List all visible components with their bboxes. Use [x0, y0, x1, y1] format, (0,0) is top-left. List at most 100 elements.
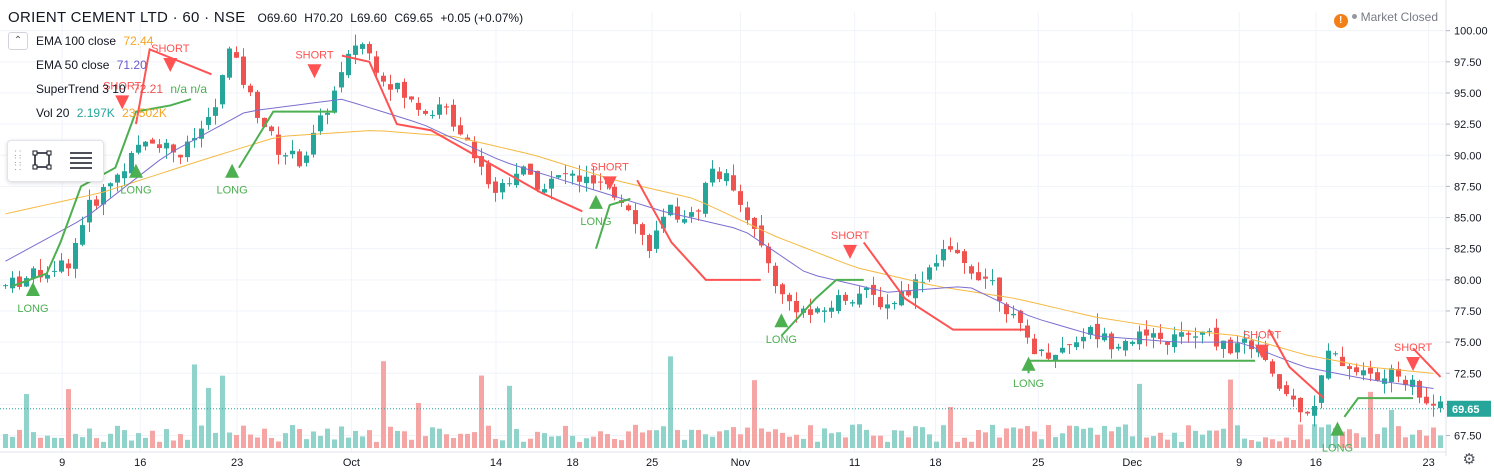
volume-bar: [1270, 439, 1275, 448]
volume-bar: [199, 425, 204, 448]
volume-bar: [416, 403, 421, 448]
candle-body: [1431, 403, 1436, 406]
chevron-up-icon[interactable]: ⌃: [8, 32, 28, 50]
candle-body: [1081, 336, 1086, 342]
candle-body: [1123, 340, 1128, 351]
volume-bar: [759, 428, 764, 448]
volume-bar: [675, 430, 680, 448]
object-tree-icon[interactable]: [68, 150, 94, 172]
candle-body: [535, 170, 540, 190]
volume-bar: [899, 430, 904, 448]
short-signal-label: SHORT: [103, 80, 142, 92]
volume-bar: [1396, 426, 1401, 448]
candle-body: [24, 278, 29, 287]
volume-bar: [171, 440, 176, 448]
volume-bar: [1221, 428, 1226, 448]
long-signal-arrow: [588, 194, 603, 209]
volume-bar: [528, 438, 533, 448]
candle-body: [1417, 380, 1422, 398]
volume-bar: [997, 437, 1002, 448]
candle-body: [787, 294, 792, 302]
candle-body: [248, 85, 253, 93]
candle-body: [682, 219, 687, 223]
candle-body: [80, 225, 85, 245]
price-axis[interactable]: 67.5070.0072.5075.0077.5080.0082.5085.00…: [1445, 0, 1494, 474]
indicator-ema100[interactable]: EMA 100 close 72.44: [36, 34, 153, 48]
volume-bar: [1088, 427, 1093, 448]
volume-bar: [766, 431, 771, 448]
indicator-ema50[interactable]: EMA 50 close 71.20: [36, 58, 147, 72]
candle-body: [255, 91, 260, 118]
candle-body: [1060, 347, 1065, 353]
volume-bar: [1200, 434, 1205, 448]
volume-bar: [479, 375, 484, 448]
status-dot: [1351, 14, 1357, 19]
volume-bar: [465, 433, 470, 448]
time-tick-label: 9: [59, 457, 65, 469]
ohlc-values: O69.60 H70.20 L69.60 C69.65 +0.05 (+0.07…: [258, 11, 528, 25]
candle-body: [1228, 339, 1233, 354]
time-tick-label: 25: [1032, 457, 1044, 469]
candle-body: [458, 125, 463, 135]
volume-bar: [934, 441, 939, 448]
candle-body: [241, 56, 246, 85]
candle-body: [1032, 338, 1037, 355]
price-tick-label: 92.50: [1454, 119, 1482, 131]
candle-body: [143, 141, 148, 147]
gear-icon[interactable]: ⚙: [1462, 451, 1476, 468]
rectangle-tool-icon[interactable]: [32, 150, 52, 170]
volume-bar: [276, 441, 281, 448]
symbol-title[interactable]: ORIENT CEMENT LTD · 60 · NSE: [8, 9, 246, 26]
volume-bar: [1389, 409, 1394, 448]
candle-body: [1389, 368, 1394, 382]
price-tick-label: 100.00: [1454, 26, 1488, 38]
volume-bar: [878, 435, 883, 448]
candle-body: [1074, 342, 1079, 348]
candle-body: [822, 310, 827, 312]
candle-body: [598, 181, 603, 183]
volume-bar: [1368, 391, 1373, 448]
volume-bar: [458, 433, 463, 448]
volume-bar: [507, 385, 512, 448]
candle-body: [899, 291, 904, 306]
candle-body: [563, 173, 568, 175]
volume-bar: [262, 428, 267, 448]
candle-body: [164, 142, 169, 149]
volume-bar: [1438, 435, 1443, 448]
indicator-supertrend[interactable]: SuperTrend 3 10 72.21 n/a n/a: [36, 82, 207, 96]
grip-icon[interactable]: ::::::: [14, 148, 24, 173]
market-status[interactable]: ! Market Closed: [1333, 10, 1438, 28]
volume-bar: [1158, 432, 1163, 448]
volume-bar: [1326, 424, 1331, 448]
long-signal-label: LONG: [580, 216, 611, 228]
candle-body: [332, 90, 337, 113]
price-tick-label: 75.00: [1454, 337, 1482, 349]
supertrend-up-line: [238, 110, 336, 169]
price-tick-label: 77.50: [1454, 306, 1482, 318]
volume-bar: [122, 430, 127, 448]
volume-bar: [1291, 439, 1296, 448]
volume-bar: [80, 437, 85, 448]
time-tick-label: Oct: [343, 457, 360, 469]
indicator-volume[interactable]: Vol 20 2.197K 23.502K: [36, 106, 167, 120]
volume-bar: [850, 424, 855, 448]
volume-bar: [1179, 441, 1184, 448]
candle-body: [283, 155, 288, 157]
volume-bar: [10, 436, 15, 448]
long-signal-label: LONG: [766, 334, 797, 346]
time-tick-label: 23: [231, 457, 243, 469]
candle-body: [1214, 327, 1219, 347]
short-signal-arrow: [115, 95, 130, 110]
candle-body: [269, 126, 274, 132]
price-tick-label: 90.00: [1454, 150, 1482, 162]
time-axis[interactable]: 9 16 23 Oct 14 18 25 Nov 11 18 25 Dec 9 16 23: [0, 451, 1446, 469]
warning-icon[interactable]: !: [1333, 14, 1348, 28]
candle-body: [1403, 379, 1408, 386]
volume-bar: [1228, 379, 1233, 448]
candle-body: [3, 285, 8, 287]
candle-body: [689, 212, 694, 217]
open-value: O69.60: [257, 11, 297, 25]
candle-body: [745, 207, 750, 221]
candle-body: [472, 141, 477, 159]
